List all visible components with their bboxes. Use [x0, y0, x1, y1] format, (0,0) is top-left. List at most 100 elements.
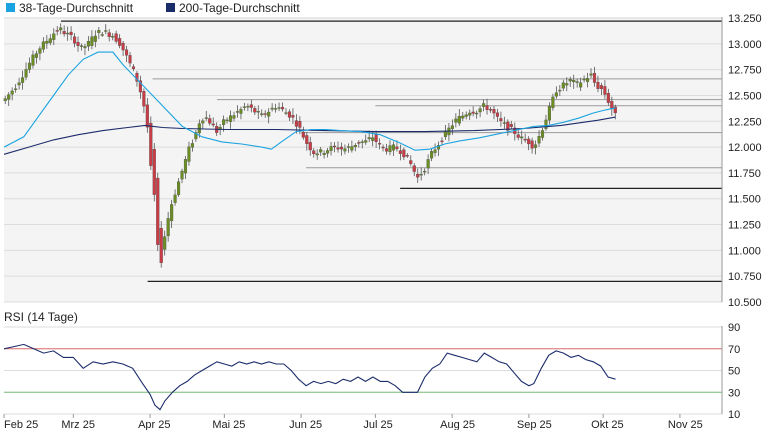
- candle-body: [589, 73, 593, 76]
- candle-body: [149, 122, 153, 166]
- candle-body: [34, 53, 38, 58]
- candle-body: [52, 33, 56, 40]
- candle-body: [21, 77, 25, 83]
- price-y-tick-label: 11.750: [728, 168, 761, 180]
- candle-body: [596, 81, 600, 89]
- candle-body: [142, 90, 146, 107]
- candle-body: [79, 45, 84, 47]
- candle-body: [211, 123, 215, 126]
- candle-body: [509, 124, 513, 127]
- candle-body: [395, 146, 399, 150]
- candle-body: [492, 109, 496, 114]
- candle-body: [277, 107, 281, 109]
- candle-body: [256, 111, 260, 113]
- candle-body: [55, 30, 59, 32]
- candle-body: [360, 141, 364, 143]
- candle-body: [426, 159, 430, 169]
- candle-body: [339, 146, 344, 150]
- candle-body: [381, 146, 385, 149]
- x-tick-label: Apr 25: [138, 419, 170, 430]
- rsi-y-tick-label: 70: [728, 344, 740, 356]
- candle-body: [86, 41, 90, 47]
- ma38-line: [3, 51, 616, 151]
- candle-body: [66, 32, 70, 35]
- candle-body: [267, 111, 271, 117]
- candle-body: [114, 33, 118, 42]
- candle-body: [163, 236, 167, 250]
- candle-body: [374, 134, 378, 142]
- candle-body: [315, 153, 319, 156]
- candle-body: [461, 115, 465, 119]
- candle-body: [322, 152, 326, 155]
- candle-body: [253, 108, 257, 113]
- price-y-tick-label: 10.750: [728, 271, 762, 283]
- rsi-line: [3, 343, 616, 411]
- price-y-tick-label: 11.000: [728, 245, 761, 257]
- candle-body: [391, 144, 396, 151]
- legend-swatch-ma38: [6, 3, 15, 12]
- candle-body: [7, 94, 11, 100]
- price-y-tick-label: 10.500: [728, 297, 762, 309]
- candle-body: [547, 105, 551, 121]
- candle-body: [416, 174, 420, 178]
- price-y-tick-label: 11.500: [728, 194, 761, 206]
- candle-body: [388, 145, 392, 153]
- candle-body: [350, 146, 354, 151]
- candle-body: [384, 148, 389, 152]
- candle-body: [433, 149, 437, 153]
- candle-body: [93, 35, 97, 42]
- candle-body: [523, 138, 527, 141]
- candle-body: [554, 92, 558, 97]
- candle-body: [166, 218, 170, 237]
- candle-body: [38, 48, 42, 54]
- rsi-thresholds: [4, 348, 722, 393]
- candle-body: [495, 112, 499, 117]
- candle-body: [540, 130, 545, 138]
- candle-body: [520, 136, 524, 139]
- candle-body: [450, 125, 454, 129]
- candle-body: [90, 36, 94, 46]
- candle-body: [599, 85, 603, 90]
- candle-body: [260, 113, 264, 115]
- candle-body: [329, 146, 333, 151]
- candle-body: [364, 140, 368, 143]
- price-y-tick-label: 11.250: [728, 220, 761, 232]
- price-y-tick-label: 12.250: [728, 116, 762, 128]
- candle-body: [270, 107, 274, 110]
- candles: [3, 23, 617, 268]
- legend-swatch-ma200: [166, 3, 175, 12]
- candle-body: [263, 113, 267, 115]
- candle-body: [45, 40, 49, 44]
- candle-body: [371, 137, 375, 141]
- candle-body: [475, 112, 479, 115]
- candle-body: [118, 38, 122, 46]
- candle-body: [3, 98, 7, 101]
- candle-body: [17, 82, 21, 86]
- rsi-series: [3, 343, 616, 411]
- candle-body: [530, 140, 534, 149]
- price-y-axis: 13.250 13.000 12.750 12.500 12.250 12.000 11.7…: [728, 13, 762, 309]
- candle-body: [156, 177, 160, 245]
- candle-body: [346, 146, 350, 148]
- candle-body: [131, 66, 136, 69]
- candle-body: [402, 149, 406, 158]
- x-tick-label: Aug 25: [440, 419, 475, 430]
- candle-body: [291, 115, 295, 118]
- x-tick-label: Feb 25: [4, 419, 38, 430]
- candle-body: [537, 136, 541, 144]
- candle-body: [27, 62, 32, 70]
- candle-body: [378, 143, 382, 145]
- candle-body: [274, 108, 278, 110]
- moving-averages: [3, 51, 616, 155]
- candle-body: [287, 111, 292, 118]
- legend-label-ma38: 38-Tage-Durchschnitt: [19, 1, 134, 15]
- candle-body: [69, 31, 73, 36]
- candle-body: [301, 131, 305, 138]
- candle-body: [551, 96, 555, 109]
- candle-body: [506, 121, 510, 131]
- candle-body: [152, 149, 156, 195]
- candle-body: [488, 109, 493, 111]
- x-tick-label: Jun 25: [289, 419, 322, 430]
- candle-body: [499, 118, 503, 122]
